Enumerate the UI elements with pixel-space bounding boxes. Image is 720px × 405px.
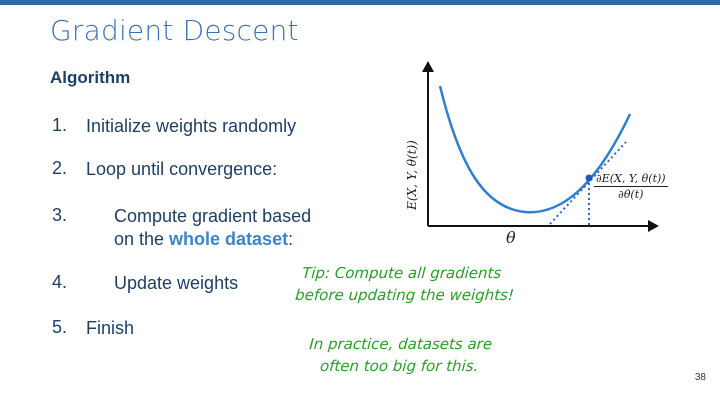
note-line: In practice, datasets are	[308, 335, 493, 353]
step-number: 4.	[52, 272, 68, 292]
slide-title: Gradient Descent	[50, 14, 299, 47]
gradient-denominator: ∂θ(t)	[618, 188, 644, 201]
top-accent-bar	[0, 0, 720, 5]
current-point	[585, 174, 593, 182]
handwritten-tip: Tip: Compute all gradients before updati…	[294, 262, 515, 306]
x-axis-arrow	[648, 220, 659, 232]
step-number: 3.	[52, 205, 68, 225]
step-text-line-1: Compute gradient based	[114, 206, 312, 226]
note-line: often too big for this.	[319, 357, 480, 375]
handwritten-note: In practice, datasets are often too big …	[298, 333, 501, 377]
section-heading: Algorithm	[50, 68, 131, 87]
page-number: 38	[694, 372, 706, 383]
step-text: Update weights	[114, 273, 239, 293]
step-text: Finish	[86, 318, 135, 338]
tip-line: before updating the weights!	[294, 286, 515, 304]
loss-curve-figure	[422, 61, 659, 232]
gradient-numerator: ∂E(X, Y, θ(t))	[594, 172, 668, 187]
step-text: Loop until convergence:	[86, 159, 278, 179]
step-text: Initialize weights randomly	[86, 116, 297, 136]
emphasis-whole-dataset: whole dataset	[169, 229, 289, 249]
y-axis-label: E(X, Y, θ(t))	[405, 140, 419, 210]
loss-curve	[438, 85, 632, 214]
y-axis-arrow	[422, 61, 434, 72]
gradient-formula: ∂E(X, Y, θ(t)) ∂θ(t)	[594, 172, 668, 201]
step-number: 5.	[52, 317, 68, 337]
x-axis-label: θ	[506, 228, 516, 247]
step-number: 1.	[52, 115, 68, 135]
tip-line: Tip: Compute all gradients	[301, 264, 502, 282]
step-text-line-2: on the whole dataset:	[114, 229, 294, 249]
step-number: 2.	[52, 158, 68, 178]
